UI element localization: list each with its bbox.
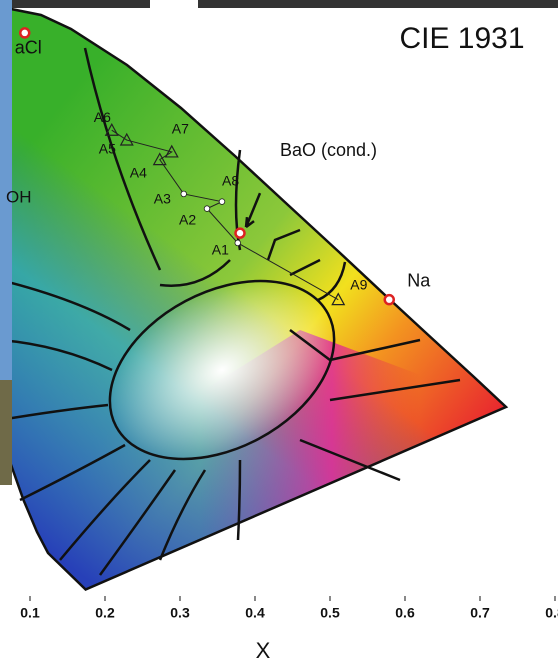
- white-point: [109, 279, 335, 461]
- chart-title: CIE 1931: [399, 22, 524, 55]
- data-point: [234, 239, 241, 247]
- data-point: [152, 152, 167, 166]
- x-tick-label: 0.8: [545, 605, 558, 621]
- data-point: [203, 205, 211, 212]
- point-label: A5: [99, 141, 116, 157]
- point-label: A8: [222, 172, 239, 188]
- point-label: aCl: [15, 38, 42, 58]
- top-strip: [0, 0, 558, 8]
- point-label: A6: [94, 109, 111, 125]
- data-point: [218, 198, 226, 205]
- point-label: A9: [350, 276, 367, 292]
- data-point: [180, 190, 187, 198]
- x-tick-label: 0.2: [95, 605, 115, 621]
- point-label: A7: [172, 121, 189, 137]
- annotation-arrow: [244, 192, 262, 229]
- point-label: A4: [130, 164, 147, 180]
- x-tick-label: 0.6: [395, 605, 415, 621]
- photo-strip: [0, 0, 12, 485]
- data-point: [383, 293, 395, 306]
- x-axis-label: X: [256, 638, 271, 663]
- magenta-region: [85, 330, 506, 590]
- point-label: A1: [212, 242, 229, 258]
- data-point: [331, 292, 346, 306]
- data-point: [119, 132, 134, 146]
- x-tick-label: 0.5: [320, 605, 340, 621]
- point-label: A2: [179, 211, 196, 227]
- x-tick-label: 0.7: [470, 605, 490, 621]
- data-point: [19, 27, 31, 39]
- point-label: BaO (cond.): [280, 140, 377, 160]
- x-tick-label: 0.1: [20, 605, 40, 621]
- data-point: [104, 122, 119, 136]
- photo-strip-ground: [0, 380, 12, 485]
- top-strip-gap: [150, 0, 198, 8]
- point-label: Na: [407, 270, 431, 290]
- x-tick-label: 0.3: [170, 605, 190, 621]
- data-point: [164, 144, 179, 158]
- point-label: A3: [154, 191, 171, 207]
- annotation: OH: [6, 187, 32, 206]
- data-point: [234, 227, 246, 239]
- x-tick-label: 0.4: [245, 605, 265, 621]
